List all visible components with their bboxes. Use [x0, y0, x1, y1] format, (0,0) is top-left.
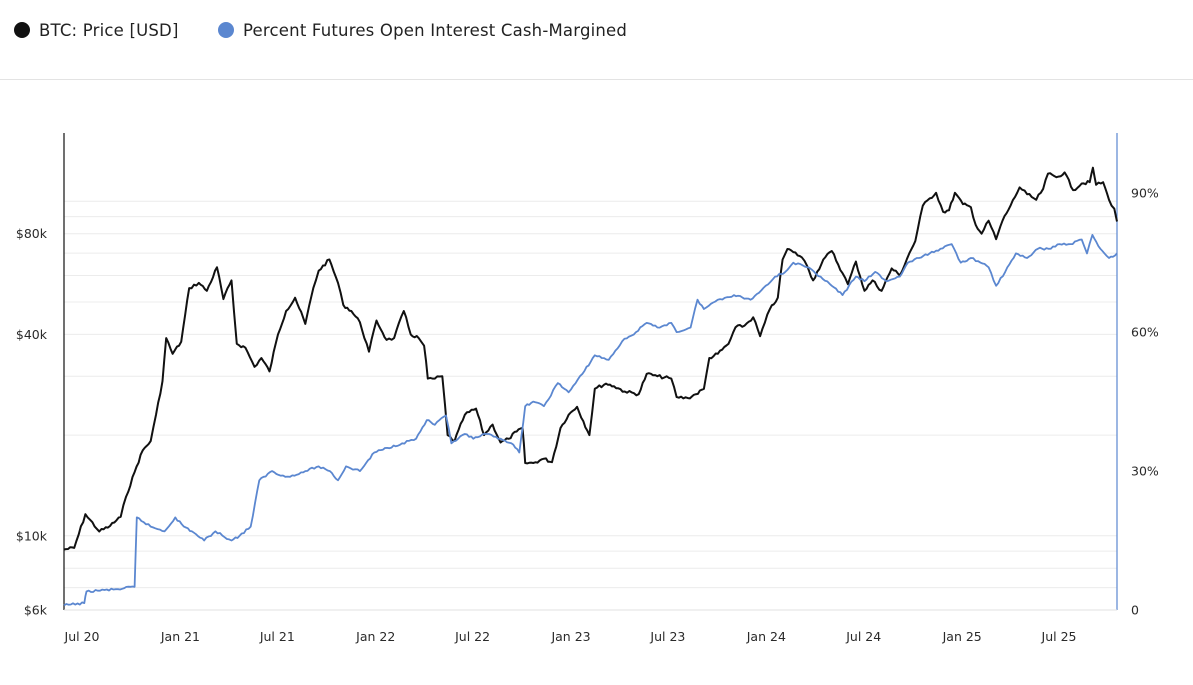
series-line-cash-margined — [63, 234, 1118, 607]
chart-axes — [63, 133, 1118, 611]
x-tick-label: Jan 22 — [355, 629, 395, 644]
legend-item-btc-price[interactable]: BTC: Price [USD] — [14, 18, 179, 42]
y-right-tick-label: 60% — [1131, 325, 1159, 340]
y-right-tick-label: 30% — [1131, 464, 1159, 479]
tick-labels: $6k $10k $40k $80k 0 30% 60% 90% Jul 20 Jan 21 Jul… — [16, 186, 1159, 644]
y-left-tick-label: $6k — [24, 603, 48, 618]
x-tick-label: Jan 24 — [746, 629, 786, 644]
x-tick-label: Jan 21 — [160, 629, 200, 644]
series-line-btc-price — [63, 166, 1118, 551]
legend-label-cash-margined: Percent Futures Open Interest Cash-Margi… — [243, 20, 628, 40]
x-tick-label: Jan 23 — [550, 629, 590, 644]
x-tick-label: Jul 25 — [1041, 629, 1077, 644]
y-right-tick-label: 90% — [1131, 186, 1159, 201]
x-tick-label: Jul 24 — [845, 629, 881, 644]
x-tick-label: Jul 20 — [64, 629, 100, 644]
legend-dot-cash-margined — [218, 22, 234, 38]
legend-dot-btc-price — [14, 22, 30, 38]
x-tick-label: Jul 21 — [259, 629, 295, 644]
legend-item-cash-margined[interactable]: Percent Futures Open Interest Cash-Margi… — [218, 18, 627, 42]
chart-series — [63, 166, 1118, 607]
chart-legend: BTC: Price [USD] Percent Futures Open In… — [0, 0, 1193, 80]
x-tick-label: Jan 25 — [942, 629, 982, 644]
y-left-tick-label: $40k — [16, 327, 48, 342]
y-left-tick-label: $10k — [16, 528, 48, 543]
y-left-tick-label: $80k — [16, 226, 48, 241]
x-tick-label: Jul 22 — [454, 629, 490, 644]
y-right-tick-label: 0 — [1131, 603, 1139, 618]
legend-label-btc-price: BTC: Price [USD] — [39, 20, 179, 40]
x-tick-label: Jul 23 — [649, 629, 685, 644]
